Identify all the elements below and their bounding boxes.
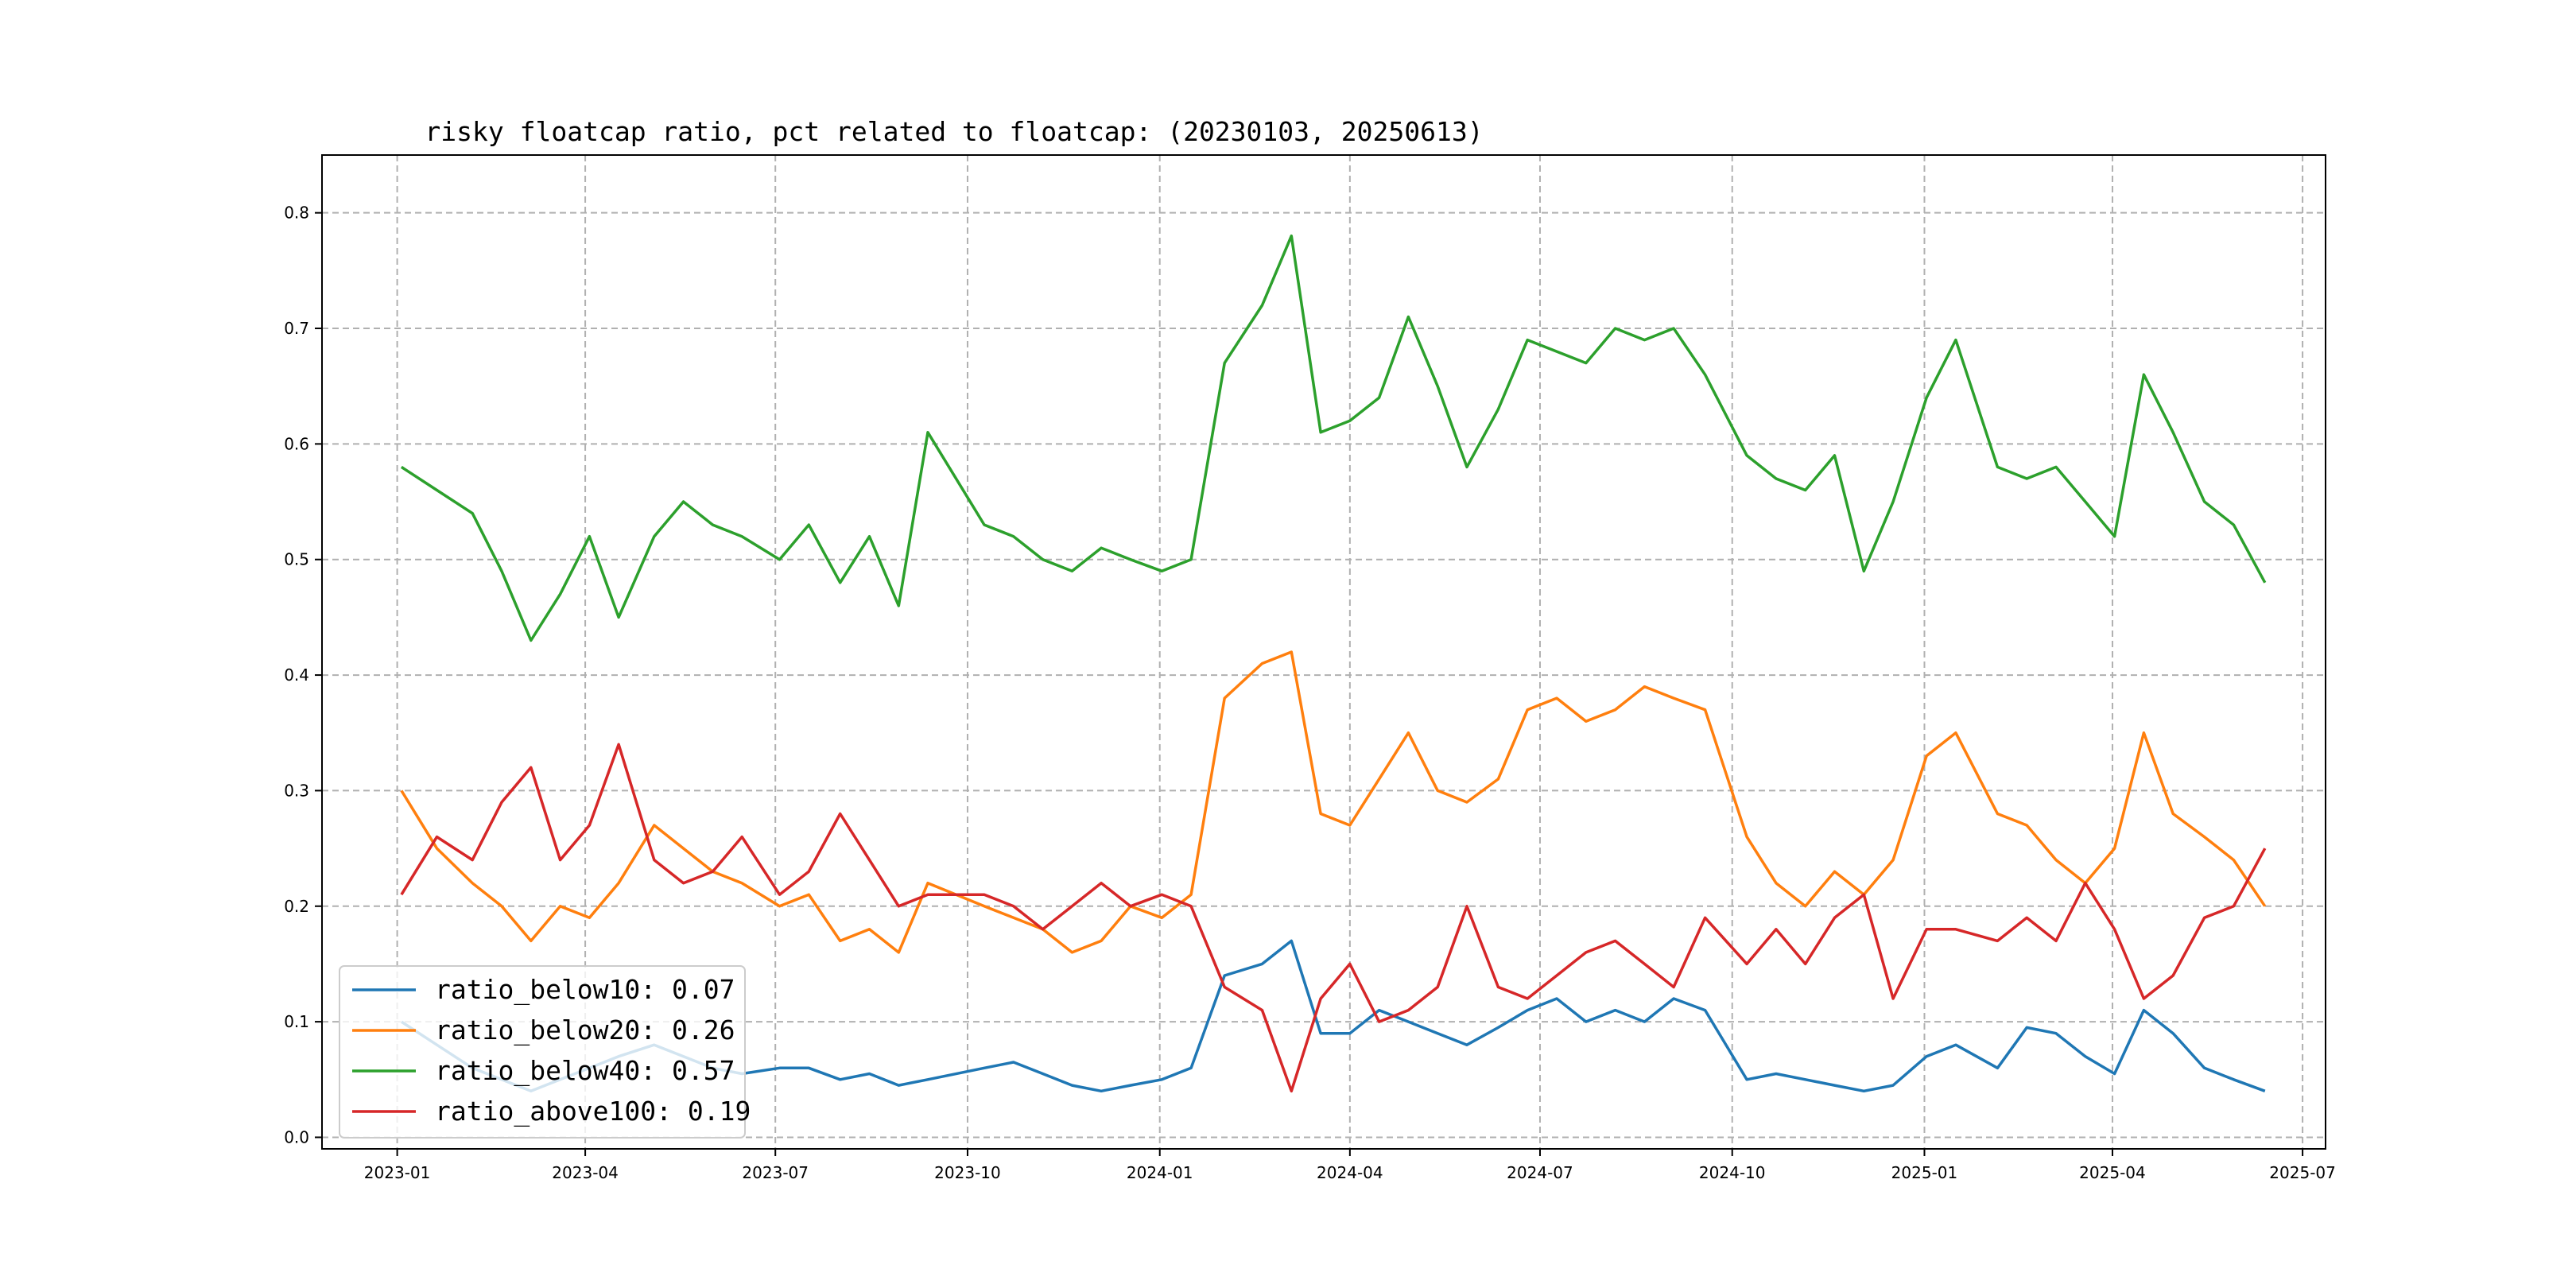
x-tick-label: 2023-01 [364, 1163, 431, 1182]
y-tick-label: 0.4 [284, 665, 309, 685]
legend-label: ratio_below20: 0.26 [435, 1014, 735, 1046]
x-tick-label: 2023-10 [934, 1163, 1001, 1182]
gridlines [322, 155, 2326, 1149]
x-tick-label: 2024-10 [1699, 1163, 1766, 1182]
series-line-ratio-above100 [400, 743, 2267, 1093]
y-tick-label: 0.8 [284, 204, 309, 223]
legend-label: ratio_above100: 0.19 [435, 1096, 751, 1127]
legend: ratio_below10: 0.07 ratio_below20: 0.26 ra… [339, 965, 751, 1139]
y-tick-label: 0.1 [284, 1012, 309, 1031]
y-tick-label: 0.0 [284, 1127, 309, 1146]
chart-title: risky floatcap ratio, pct related to flo… [425, 116, 1483, 147]
x-tick-label: 2024-04 [1317, 1163, 1383, 1182]
x-tick-label: 2024-07 [1507, 1163, 1573, 1182]
series-line-ratio-below20 [400, 650, 2267, 954]
axis-ticks: 0.0 0.1 0.2 0.3 0.4 0.5 0.6 0.7 0.8 2023-01 2023-0… [284, 204, 2336, 1182]
series-line-ratio-below40 [400, 234, 2267, 642]
x-tick-label: 2024-01 [1127, 1163, 1193, 1182]
y-tick-label: 0.7 [284, 319, 309, 338]
y-tick-label: 0.2 [284, 897, 309, 916]
x-tick-label: 2023-07 [742, 1163, 809, 1182]
legend-label: ratio_below10: 0.07 [435, 974, 735, 1006]
y-tick-label: 0.3 [284, 781, 309, 800]
legend-box [339, 965, 746, 1139]
y-tick-label: 0.5 [284, 550, 309, 569]
series-lines [400, 234, 2267, 1093]
legend-label: ratio_below40: 0.57 [435, 1055, 735, 1087]
x-tick-label: 2025-04 [2079, 1163, 2146, 1182]
plot-frame [321, 154, 2326, 1150]
x-tick-label: 2025-01 [1891, 1163, 1958, 1182]
x-tick-label: 2023-04 [552, 1163, 619, 1182]
y-tick-label: 0.6 [284, 434, 309, 453]
x-tick-label: 2025-07 [2269, 1163, 2336, 1182]
